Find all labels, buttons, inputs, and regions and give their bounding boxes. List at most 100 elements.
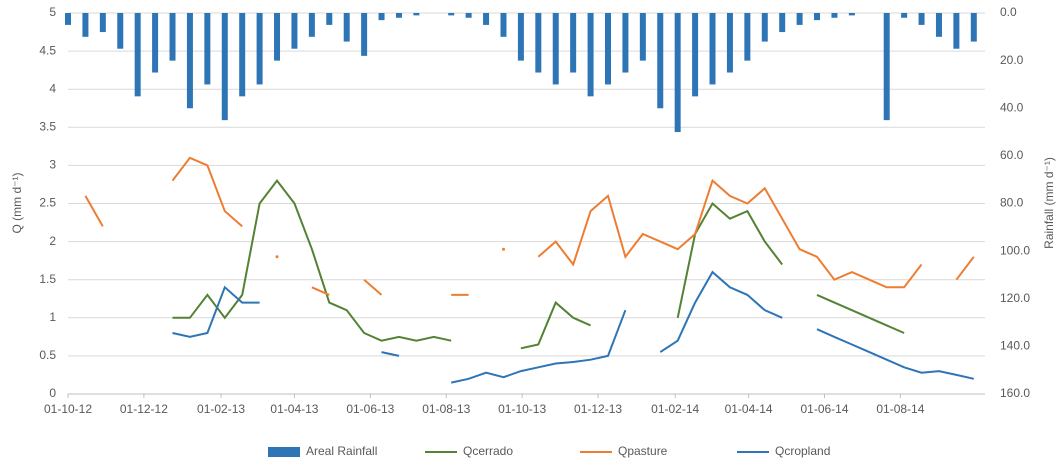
x-tick-label: 01-06-13	[346, 402, 394, 416]
x-tick-label: 01-08-14	[876, 402, 924, 416]
rain-bar	[692, 13, 699, 97]
series-line	[171, 156, 243, 228]
rain-bar	[256, 13, 263, 85]
x-tick-label: 01-10-12	[44, 402, 92, 416]
rain-bar	[953, 13, 960, 49]
rain-bar	[761, 13, 768, 42]
y-tick-label: 4.5	[39, 43, 56, 57]
rain-bar	[500, 13, 507, 37]
x-tick-label: 01-06-14	[800, 402, 848, 416]
series-line	[363, 278, 383, 296]
rain-bar	[848, 13, 855, 16]
y-tick-label: 2	[49, 234, 56, 248]
line-point	[502, 247, 505, 251]
series-line	[816, 293, 905, 334]
legend-label: Qpasture	[618, 444, 668, 458]
rain-bar	[814, 13, 821, 21]
y-tick-label: 1	[49, 310, 56, 324]
rain-bar	[448, 13, 455, 16]
rain-bar	[935, 13, 942, 37]
rain-bar	[883, 13, 890, 121]
y2-tick-label: 140.0	[1000, 339, 1030, 353]
series-line	[450, 309, 627, 384]
rain-bar	[169, 13, 176, 61]
y-axis-label: Q (mm d⁻¹)	[10, 173, 24, 234]
rain-bar	[709, 13, 716, 85]
rain-bar	[204, 13, 211, 85]
rain-bar	[361, 13, 368, 56]
rain-bar	[622, 13, 629, 73]
y-tick-label: 0.5	[39, 348, 56, 362]
rain-bar	[779, 13, 786, 33]
rain-bar	[134, 13, 141, 97]
x-tick-label: 01-04-14	[725, 402, 773, 416]
y2-tick-label: 40.0	[1000, 100, 1024, 114]
series-line	[676, 201, 783, 319]
series-line	[172, 285, 260, 338]
y2-tick-label: 80.0	[1000, 196, 1024, 210]
line-point	[275, 255, 279, 259]
rain-bar	[796, 13, 803, 25]
legend-label: Qcerrado	[463, 444, 513, 458]
series-line	[311, 286, 330, 296]
x-tick-label: 01-02-13	[197, 402, 245, 416]
rain-bar	[831, 13, 838, 18]
series-line	[659, 270, 783, 353]
rain-bar	[395, 13, 402, 18]
series-line	[84, 195, 104, 227]
y2-tick-label: 0.0	[1000, 5, 1017, 19]
rain-bar	[152, 13, 159, 73]
y2-tick-label: 60.0	[1000, 148, 1024, 162]
rain-bar	[517, 13, 524, 61]
rain-bar	[186, 13, 193, 109]
y2-axis-label: Rainfall (mm d⁻¹)	[1042, 157, 1056, 249]
rain-bar	[901, 13, 908, 18]
x-tick-label: 01-08-13	[422, 402, 470, 416]
rain-bar	[674, 13, 681, 133]
y2-tick-label: 100.0	[1000, 243, 1030, 257]
y-tick-label: 3	[49, 158, 56, 172]
x-tick-label: 01-10-13	[498, 402, 546, 416]
rain-bar	[99, 13, 106, 33]
y2-tick-label: 120.0	[1000, 291, 1030, 305]
rain-bar	[65, 13, 71, 25]
rain-bar	[221, 13, 228, 121]
rain-bar	[483, 13, 490, 25]
y-tick-label: 2.5	[39, 196, 56, 210]
legend-swatch	[268, 447, 300, 457]
y-tick-label: 0	[49, 386, 56, 400]
rain-bar	[117, 13, 124, 49]
rain-bar	[570, 13, 577, 73]
rain-bar	[413, 13, 420, 16]
x-tick-label: 01-04-13	[270, 402, 318, 416]
series-line	[955, 256, 975, 281]
rain-bar	[326, 13, 333, 25]
rain-bar	[604, 13, 611, 85]
rain-bar	[639, 13, 646, 61]
series-line	[520, 300, 592, 350]
y2-tick-label: 20.0	[1000, 53, 1024, 67]
rain-bar	[239, 13, 246, 97]
y-tick-label: 3.5	[39, 119, 56, 133]
rain-bar	[82, 13, 89, 37]
rain-bar	[378, 13, 385, 21]
y-tick-label: 1.5	[39, 272, 56, 286]
y2-tick-label: 160.0	[1000, 386, 1030, 400]
x-tick-label: 01-12-13	[574, 402, 622, 416]
x-tick-label: 01-02-14	[651, 402, 699, 416]
rain-bar	[343, 13, 350, 42]
legend-label: Areal Rainfall	[306, 444, 377, 458]
rain-bar	[274, 13, 281, 61]
series-line	[537, 178, 923, 289]
rain-bar	[587, 13, 594, 97]
legend-label: Qcropland	[775, 444, 830, 458]
rain-bar	[535, 13, 542, 73]
x-tick-label: 01-12-12	[120, 402, 168, 416]
rain-bar	[726, 13, 733, 73]
y-tick-label: 5	[49, 5, 56, 19]
rain-bar	[552, 13, 559, 85]
rain-bar	[918, 13, 925, 25]
rain-bar	[465, 13, 472, 18]
rain-bar	[308, 13, 315, 37]
